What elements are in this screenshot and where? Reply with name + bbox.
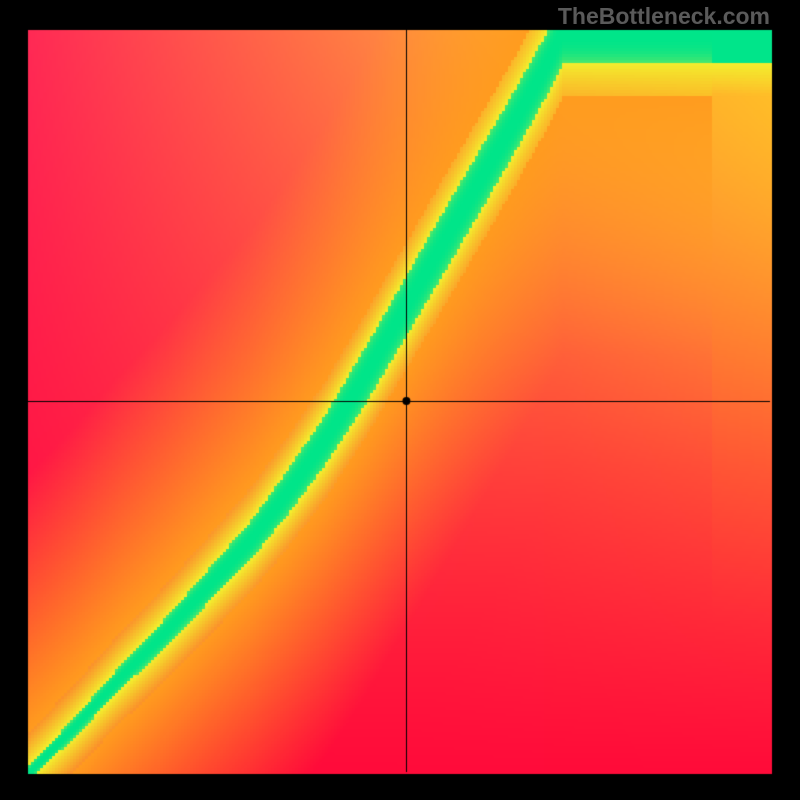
watermark-text: TheBottleneck.com — [558, 3, 770, 30]
bottleneck-heatmap — [0, 0, 800, 800]
